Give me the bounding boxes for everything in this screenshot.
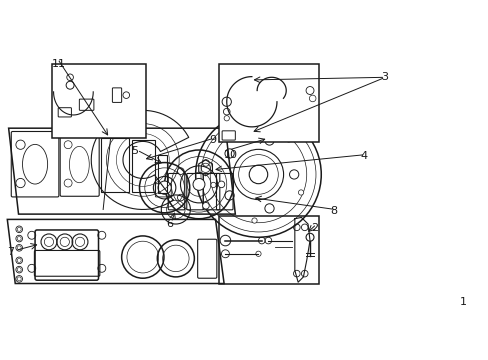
Text: 7: 7 [7,247,15,257]
Text: 8: 8 [329,206,336,216]
Circle shape [210,182,216,188]
Circle shape [285,137,291,142]
Circle shape [251,218,257,223]
Bar [232,80,268,133]
Text: 2: 2 [311,223,318,233]
Text: 3: 3 [380,72,387,82]
Bar [158,155,167,193]
Text: 5: 5 [131,146,138,156]
Bar [218,64,319,142]
Text: 6: 6 [165,219,173,229]
Bar [101,138,129,192]
Circle shape [264,136,274,145]
Circle shape [177,168,184,175]
Bar [131,140,155,192]
Bar [218,216,319,284]
Circle shape [177,194,184,201]
Circle shape [193,179,204,190]
Circle shape [289,170,298,179]
Circle shape [224,191,234,200]
Text: 11: 11 [52,59,66,69]
Circle shape [202,160,209,166]
Text: 9: 9 [208,135,216,145]
Text: 10: 10 [224,150,238,160]
Circle shape [264,204,274,213]
Circle shape [202,202,209,209]
Circle shape [231,132,237,138]
Circle shape [224,149,234,158]
Circle shape [249,165,267,184]
Text: 1: 1 [459,297,466,307]
Circle shape [298,190,303,195]
Text: 4: 4 [360,151,367,161]
Circle shape [218,181,224,188]
Bar [52,64,146,138]
Circle shape [158,181,171,194]
